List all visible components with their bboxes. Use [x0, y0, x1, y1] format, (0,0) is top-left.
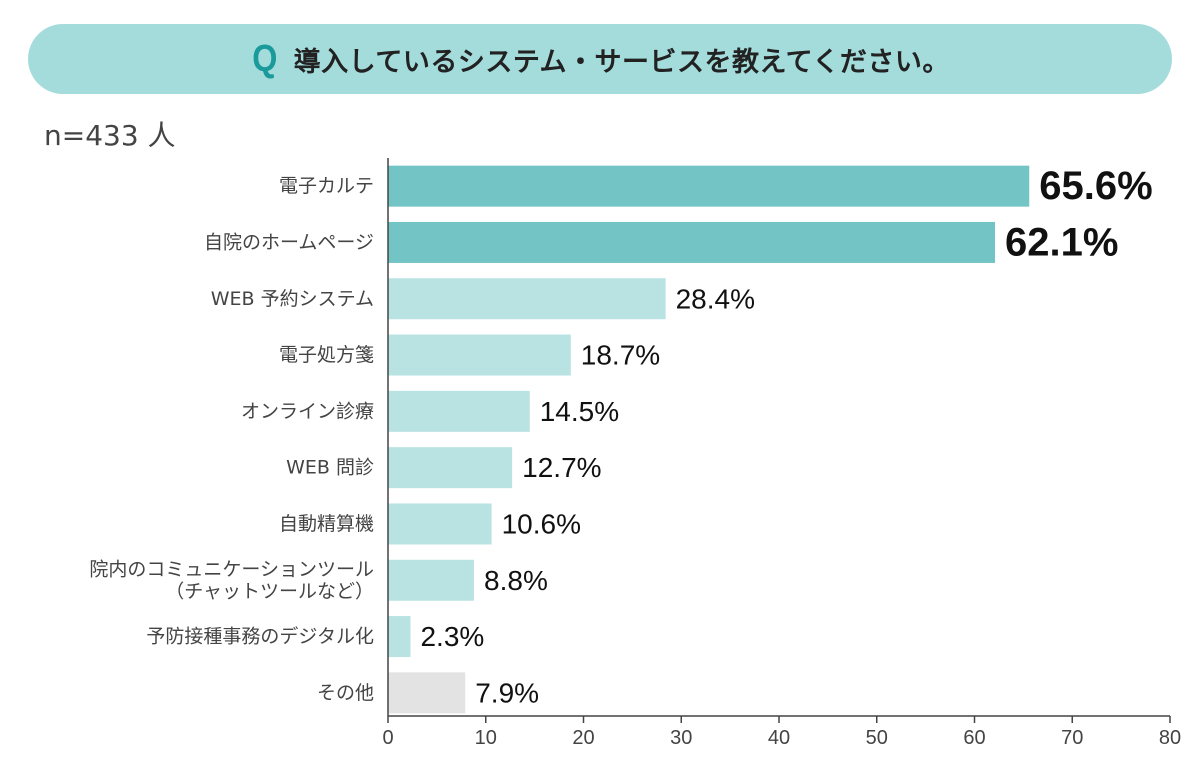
- x-tick-label: 80: [1159, 727, 1181, 749]
- x-tick-label: 0: [382, 727, 393, 749]
- x-tick-label: 10: [475, 727, 497, 749]
- bar: [388, 616, 411, 658]
- category-label: 自動精算機: [279, 513, 374, 535]
- bar: [388, 278, 666, 320]
- question-mark: Q: [252, 37, 278, 80]
- x-tick-label: 50: [866, 727, 888, 749]
- sample-size-note: n=433 人: [44, 119, 176, 152]
- bar: [388, 447, 513, 489]
- x-tick-label: 40: [768, 727, 790, 749]
- value-label: 18.7%: [581, 340, 660, 371]
- title-banner: Q 導入しているシステム・サービスを教えてください。: [28, 24, 1172, 94]
- category-label: 電子カルテ: [279, 175, 374, 197]
- value-label: 8.8%: [484, 565, 548, 596]
- bar: [388, 390, 530, 432]
- category-label: 予防接種事務のデジタル化: [146, 626, 374, 648]
- category-label: （チャットツールなど）: [165, 580, 374, 602]
- bar: [388, 672, 466, 714]
- value-label: 7.9%: [475, 677, 539, 708]
- x-tick-label: 20: [572, 727, 594, 749]
- category-label: 電子処方箋: [279, 344, 374, 366]
- bar: [388, 559, 475, 601]
- value-label: 10.6%: [502, 508, 581, 539]
- value-label: 65.6%: [1039, 164, 1152, 208]
- category-label: 自院のホームページ: [204, 231, 374, 253]
- category-label: WEB 予約システム: [211, 288, 374, 310]
- bar: [388, 334, 571, 376]
- value-label: 62.1%: [1005, 220, 1118, 264]
- category-label: 院内のコミュニケーションツール: [89, 558, 374, 580]
- category-label: オンライン診療: [241, 400, 374, 422]
- category-label: WEB 問診: [286, 457, 374, 479]
- category-label: その他: [317, 682, 374, 704]
- bar: [388, 165, 1030, 207]
- value-label: 14.5%: [540, 396, 619, 427]
- bar: [388, 503, 492, 545]
- value-label: 12.7%: [522, 452, 601, 483]
- bar: [388, 221, 996, 263]
- x-tick-label: 30: [670, 727, 692, 749]
- chart-title: 導入しているシステム・サービスを教えてください。: [293, 46, 950, 78]
- x-tick-label: 70: [1061, 727, 1083, 749]
- value-label: 2.3%: [420, 621, 484, 652]
- x-tick-label: 60: [963, 727, 985, 749]
- value-label: 28.4%: [676, 283, 755, 314]
